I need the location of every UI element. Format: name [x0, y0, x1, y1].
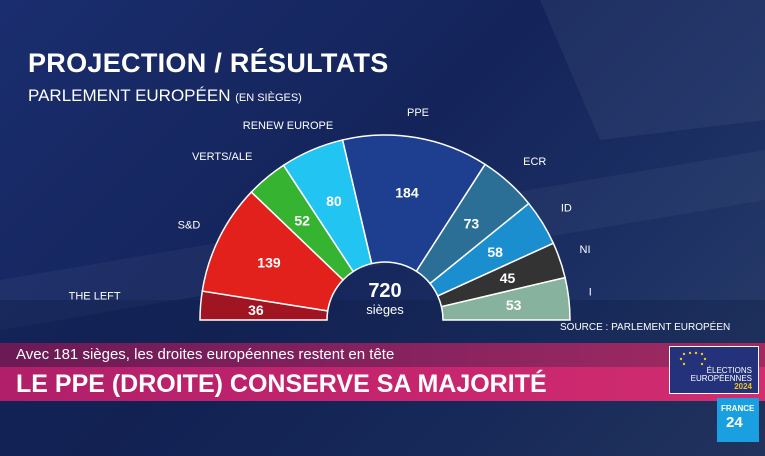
total-seats-label: sièges — [366, 302, 404, 317]
eu-stars-icon — [679, 351, 707, 366]
series-label-the-left: THE LEFT — [69, 291, 121, 303]
series-label-renew-europe: RENEW EUROPE — [243, 120, 333, 132]
data-label-s-d: 139 — [257, 254, 281, 270]
series-label-id: ID — [561, 202, 572, 214]
series-label-ecr: ECR — [523, 156, 546, 168]
elections-logo: ÉLECTIONS EUROPÉENNES 2024 — [669, 346, 759, 394]
data-label-id: 58 — [487, 244, 503, 260]
france24-logo: FRANCE 24 — [717, 398, 759, 442]
elections-logo-line1: ÉLECTIONS — [706, 366, 752, 375]
series-label-ni: NI — [580, 244, 591, 256]
ticker-headline: Avec 181 sièges, les droites européennes… — [16, 346, 395, 363]
data-label-ecr: 73 — [464, 216, 480, 232]
ticker-main: LE PPE (DROITE) CONSERVE SA MAJORITÉ — [16, 370, 547, 398]
subtitle-main: PARLEMENT EUROPÉEN — [28, 86, 231, 105]
data-label-i: 53 — [506, 297, 522, 313]
data-label-renew-europe: 80 — [326, 193, 342, 209]
elections-logo-year: 2024 — [734, 382, 752, 391]
subtitle-unit: (EN SIÈGES) — [235, 92, 302, 104]
data-label-the-left: 36 — [248, 302, 264, 318]
total-seats-value: 720 — [368, 280, 401, 302]
elections-logo-line2: EUROPÉENNES — [690, 374, 752, 383]
page-subtitle: PARLEMENT EUROPÉEN (EN SIÈGES) — [28, 86, 302, 106]
ticker-headline-band: Avec 181 sièges, les droites européennes… — [0, 343, 765, 367]
series-label-i: I — [589, 287, 592, 299]
ticker-main-band: LE PPE (DROITE) CONSERVE SA MAJORITÉ — [0, 367, 765, 401]
data-label-ppe: 184 — [395, 184, 419, 200]
series-label-ppe: PPE — [407, 107, 429, 119]
hemicycle-chart: 36 THE LEFT 139 S&D 52 VERTS/ALE 80 RENEW EUROP… — [69, 107, 592, 321]
hemicycle-segment-i — [440, 276, 571, 321]
series-label-verts-ale: VERTS/ALE — [192, 151, 252, 163]
data-label-ni: 45 — [500, 270, 516, 286]
source-note: SOURCE : PARLEMENT EUROPÉEN — [560, 322, 731, 333]
france24-logo-line2: 24 — [726, 414, 743, 431]
series-label-s-d: S&D — [178, 219, 201, 231]
hemicycle-segment-ppe — [341, 134, 487, 273]
page-title: PROJECTION / RÉSULTATS — [28, 48, 389, 78]
france24-logo-line1: FRANCE — [721, 404, 755, 413]
data-label-verts-ale: 52 — [294, 212, 310, 228]
